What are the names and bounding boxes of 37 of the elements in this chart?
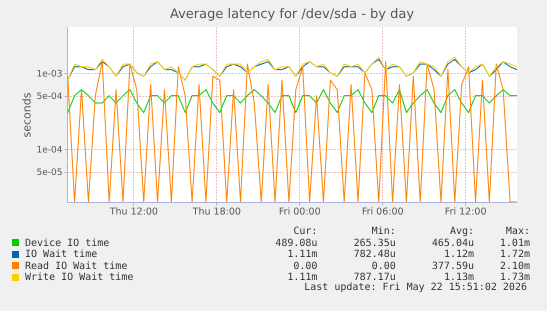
x-tick-label: Thu 18:00 xyxy=(192,206,241,218)
text: 1.11m xyxy=(286,249,318,260)
text: 2.10m xyxy=(498,260,530,272)
legend-label: Read IO Wait time xyxy=(24,260,128,272)
text: 377.59u xyxy=(430,260,474,272)
legend-label: IO Wait time xyxy=(24,249,98,260)
x-tick-label: Fri 06:00 xyxy=(362,206,404,218)
text: 782.48u xyxy=(352,249,396,260)
text: 1.73m xyxy=(498,272,530,283)
y-tick-label: 5e-04 xyxy=(36,92,63,102)
chart-title: Average latency for /dev/sda - by day xyxy=(170,7,414,22)
x-tick-label: Thu 12:00 xyxy=(108,206,158,218)
text: 1.11m xyxy=(286,272,318,283)
text: 1.13m xyxy=(442,272,474,283)
x-tick-label: Fri 12:00 xyxy=(444,206,487,218)
text: 465.04u xyxy=(430,238,474,249)
text: Last update: Fri May 22 15:51:02 2026 xyxy=(304,282,527,293)
text: 787.17u xyxy=(354,272,396,283)
text: 265.35u xyxy=(352,238,396,249)
y-axis-title: seconds xyxy=(20,92,34,138)
y-tick-label: 5e-05 xyxy=(36,168,62,178)
y-tick-label: 1e-03 xyxy=(36,69,62,80)
legend-label: Device IO time xyxy=(24,238,110,249)
text: Cur: xyxy=(292,226,318,238)
text: 1.72m xyxy=(498,249,530,260)
legend-label: Write IO Wait time xyxy=(24,272,134,284)
text: Max: xyxy=(504,226,530,238)
text: 1.01m xyxy=(498,238,530,249)
x-tick-label: Fri 00:00 xyxy=(278,206,321,218)
text: 1.12m xyxy=(442,249,474,260)
text: Min: xyxy=(370,226,396,238)
y-tick-label: 1e-04 xyxy=(36,145,63,156)
line-series xyxy=(67,89,517,114)
text: 489.08u xyxy=(274,238,318,249)
text: 0.00 xyxy=(370,260,396,272)
text: 0.00 xyxy=(292,260,318,272)
text: Avg: xyxy=(448,226,474,238)
